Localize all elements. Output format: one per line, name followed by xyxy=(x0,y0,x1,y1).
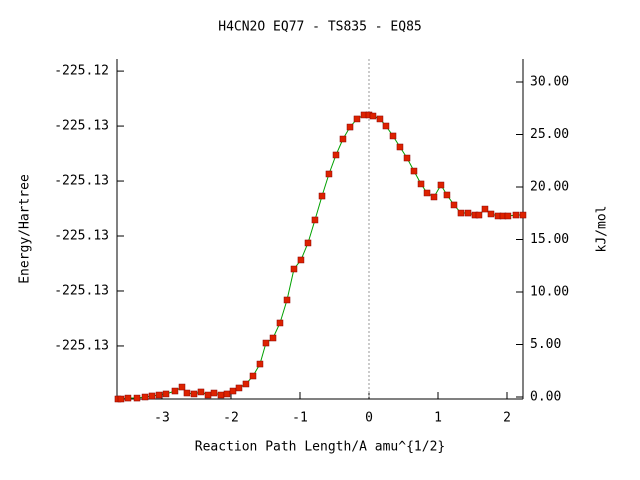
y-tick-label: -225.12 xyxy=(54,64,109,79)
data-point xyxy=(311,216,319,224)
data-point xyxy=(162,390,170,398)
data-point xyxy=(249,372,257,380)
data-point xyxy=(171,387,179,395)
data-point xyxy=(256,360,264,368)
data-point xyxy=(396,143,404,151)
data-point xyxy=(512,211,520,219)
y-tick-label: -225.13 xyxy=(54,119,109,134)
data-point xyxy=(325,170,333,178)
data-point xyxy=(217,391,225,399)
data-point xyxy=(178,383,186,391)
data-point xyxy=(283,296,291,304)
data-point xyxy=(457,209,465,217)
data-point xyxy=(417,180,425,188)
data-point xyxy=(519,211,527,219)
data-point xyxy=(155,391,163,399)
data-point xyxy=(376,115,384,123)
y2-tick-label: 30.00 xyxy=(530,74,569,89)
data-point xyxy=(437,181,445,189)
data-point xyxy=(475,211,483,219)
data-point xyxy=(353,115,361,123)
data-point xyxy=(242,380,250,388)
data-point xyxy=(481,205,489,213)
data-point xyxy=(423,189,431,197)
data-point xyxy=(269,334,277,342)
data-point xyxy=(403,154,411,162)
data-point xyxy=(339,135,347,143)
x-tick-label: -1 xyxy=(292,411,308,426)
data-point xyxy=(346,123,354,131)
data-point xyxy=(262,339,270,347)
data-point xyxy=(443,191,451,199)
y-tick-label: -225.13 xyxy=(54,338,109,353)
y2-tick-label: 0.00 xyxy=(530,390,561,405)
x-tick-label: 0 xyxy=(365,411,373,426)
data-point xyxy=(276,319,284,327)
data-point xyxy=(210,389,218,397)
data-point xyxy=(382,122,390,130)
x-tick-label: -3 xyxy=(154,411,170,426)
data-point xyxy=(235,384,243,392)
y2-tick-label: 25.00 xyxy=(530,127,569,142)
data-point xyxy=(148,392,156,400)
y2-tick-label: 5.00 xyxy=(530,337,561,352)
data-point xyxy=(297,256,305,264)
y-tick-label: -225.13 xyxy=(54,229,109,244)
chart-title: H4CN2O EQ77 - TS835 - EQ85 xyxy=(218,20,422,35)
x-tick-label: 2 xyxy=(503,411,511,426)
data-point xyxy=(229,387,237,395)
data-point xyxy=(117,395,125,403)
data-point xyxy=(141,393,149,401)
y2-tick-label: 20.00 xyxy=(530,179,569,194)
data-point xyxy=(204,391,212,399)
data-point xyxy=(197,388,205,396)
data-point xyxy=(290,265,298,273)
y-tick-label: -225.13 xyxy=(54,283,109,298)
data-point xyxy=(504,212,512,220)
data-point xyxy=(369,112,377,120)
data-point xyxy=(430,193,438,201)
data-point xyxy=(133,394,141,402)
data-point xyxy=(318,192,326,200)
x-tick-label: 1 xyxy=(434,411,442,426)
data-point xyxy=(332,151,340,159)
data-point xyxy=(450,201,458,209)
x-tick-label: -2 xyxy=(223,411,239,426)
y2-tick-label: 10.00 xyxy=(530,285,569,300)
data-point xyxy=(410,167,418,175)
data-point xyxy=(389,132,397,140)
data-point xyxy=(223,390,231,398)
y2-tick-label: 15.00 xyxy=(530,232,569,247)
data-point xyxy=(183,389,191,397)
y-tick-label: -225.13 xyxy=(54,174,109,189)
y-axis-label: Energy/Hartree xyxy=(18,174,33,284)
data-point xyxy=(464,209,472,217)
data-point xyxy=(190,390,198,398)
y2-axis-label: kJ/mol xyxy=(595,206,610,253)
data-point xyxy=(304,239,312,247)
data-point xyxy=(124,394,132,402)
data-point xyxy=(487,210,495,218)
x-axis-label: Reaction Path Length/A amu^{1/2} xyxy=(195,440,445,455)
